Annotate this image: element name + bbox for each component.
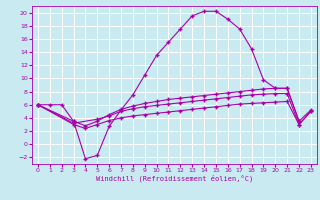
X-axis label: Windchill (Refroidissement éolien,°C): Windchill (Refroidissement éolien,°C)	[96, 175, 253, 182]
